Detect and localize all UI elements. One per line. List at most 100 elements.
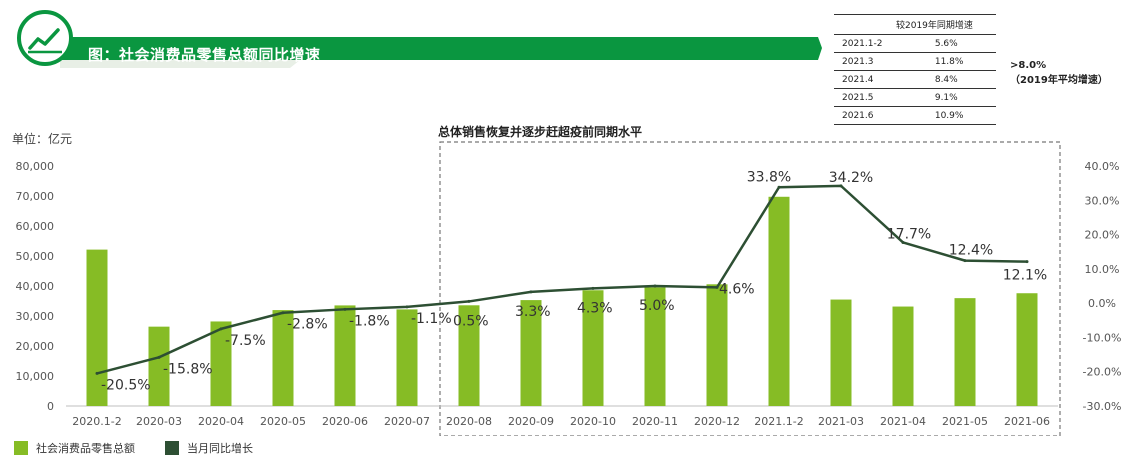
bar (210, 321, 232, 406)
y-right-tick-label: 0.0% (1088, 297, 1116, 310)
x-tick-label: 2020-03 (136, 415, 182, 428)
x-tick-label: 2020-08 (446, 415, 492, 428)
y-right-tick-label: 10.0% (1085, 263, 1120, 276)
line-point (715, 285, 719, 289)
table-row: 2021.3 11.8% (834, 52, 996, 71)
bar (768, 196, 790, 406)
y-right-tick-label: -10.0% (1083, 331, 1122, 344)
x-tick-label: 2020-06 (322, 415, 368, 428)
unit-label: 单位：亿元 (12, 132, 73, 146)
table-cell-value: 11.8% (930, 52, 996, 71)
table-cell-value: 9.1% (930, 88, 996, 107)
reference-table-header: 较2019年同期增速 (834, 14, 996, 35)
line-point (281, 311, 285, 315)
banner-bar (60, 37, 822, 60)
table-row: 2021.6 10.9% (834, 106, 996, 125)
bar (830, 299, 852, 406)
y-left-tick-label: 60,000 (16, 220, 55, 233)
data-label: 4.6% (719, 281, 755, 297)
x-tick-label: 2021-03 (818, 415, 864, 428)
table-row: 2021.4 8.4% (834, 70, 996, 89)
line-point (963, 259, 967, 263)
chart-subtitle: 总体销售恢复并逐步赶超疫前同期水平 (438, 125, 643, 139)
table-row: 2021.1-2 5.6% (834, 34, 996, 53)
x-tick-label: 2021-04 (880, 415, 926, 428)
line-chart-icon (28, 28, 62, 54)
reference-note-caption: （2019年平均增速） (1010, 75, 1108, 86)
legend-label-bar: 社会消费品零售总额 (36, 442, 135, 455)
legend: 社会消费品零售总额 当月同比增长 (14, 440, 283, 456)
line-point (591, 286, 595, 290)
page-title: 图：社会消费品零售总额同比增速 (88, 46, 321, 64)
reference-table: 较2019年同期增速 2021.1-2 5.6% 2021.3 11.8% 2021… (834, 14, 996, 125)
header-banner (17, 10, 822, 68)
x-tick-label: 2020-09 (508, 415, 554, 428)
bar (396, 309, 418, 406)
bar (706, 284, 728, 406)
y-left-tick-label: 20,000 (16, 340, 55, 353)
data-label: -15.8% (163, 361, 213, 377)
table-cell-value: 10.9% (930, 106, 996, 125)
legend-label-line: 当月同比增长 (187, 442, 253, 455)
table-cell-period: 2021.1-2 (834, 34, 931, 53)
y-right-tick-label: 40.0% (1085, 160, 1120, 173)
banner-tail (60, 60, 300, 68)
highlight-box (439, 141, 1061, 436)
legend-item-bar: 社会消费品零售总额 (14, 440, 135, 456)
x-tick-label: 2020-12 (694, 415, 740, 428)
line-point (529, 290, 533, 294)
y-left-tick-label: 70,000 (16, 190, 55, 203)
table-row: 2021.5 9.1% (834, 88, 996, 107)
line-point (777, 185, 781, 189)
x-tick-label: 2020-10 (570, 415, 616, 428)
table-cell-period: 2021.4 (834, 70, 931, 89)
bar (148, 326, 170, 406)
line-point (653, 284, 657, 288)
data-label: 4.3% (577, 300, 613, 316)
line-point (901, 240, 905, 244)
bar (954, 298, 976, 406)
line-point (157, 355, 161, 359)
data-label: 12.1% (1003, 268, 1047, 284)
bar (582, 290, 604, 406)
x-tick-label: 2020-04 (198, 415, 244, 428)
y-left-tick-label: 40,000 (16, 280, 55, 293)
logo-circle (17, 10, 73, 66)
table-cell-value: 5.6% (930, 34, 996, 53)
data-label: 17.7% (887, 226, 931, 242)
line-point (467, 299, 471, 303)
y-right-tick-label: 30.0% (1085, 194, 1120, 207)
y-left-tick-label: 10,000 (16, 370, 55, 383)
reference-note: >8.0% （2019年平均增速） (1010, 58, 1108, 88)
reference-note-value: >8.0% (1010, 60, 1047, 71)
x-tick-label: 2020-05 (260, 415, 306, 428)
legend-item-line: 当月同比增长 (165, 440, 253, 456)
data-label: -1.1% (411, 311, 452, 327)
x-tick-label: 2021-06 (1004, 415, 1050, 428)
data-label: 34.2% (829, 170, 873, 186)
bar (458, 305, 480, 406)
table-cell-value: 8.4% (930, 70, 996, 89)
y-left-tick-label: 30,000 (16, 310, 55, 323)
data-label: -20.5% (101, 377, 151, 393)
bar (644, 287, 666, 406)
bar (520, 300, 542, 406)
table-cell-period: 2021.6 (834, 106, 931, 125)
bar (1016, 293, 1038, 406)
x-tick-label: 2020-07 (384, 415, 430, 428)
data-label: -2.8% (287, 317, 328, 333)
bar (334, 305, 356, 406)
table-cell-period: 2021.3 (834, 52, 931, 71)
data-label: 3.3% (515, 304, 551, 320)
x-tick-label: 2021-05 (942, 415, 988, 428)
legend-swatch-bar (14, 441, 28, 455)
line-point (405, 305, 409, 309)
x-tick-label: 2020-11 (632, 415, 678, 428)
legend-swatch-line (165, 441, 179, 455)
line-point (839, 184, 843, 188)
bar (272, 310, 294, 406)
data-label: -7.5% (225, 333, 266, 349)
data-label: 5.0% (639, 298, 675, 314)
bar (86, 249, 108, 406)
series-line (96, 184, 1028, 375)
